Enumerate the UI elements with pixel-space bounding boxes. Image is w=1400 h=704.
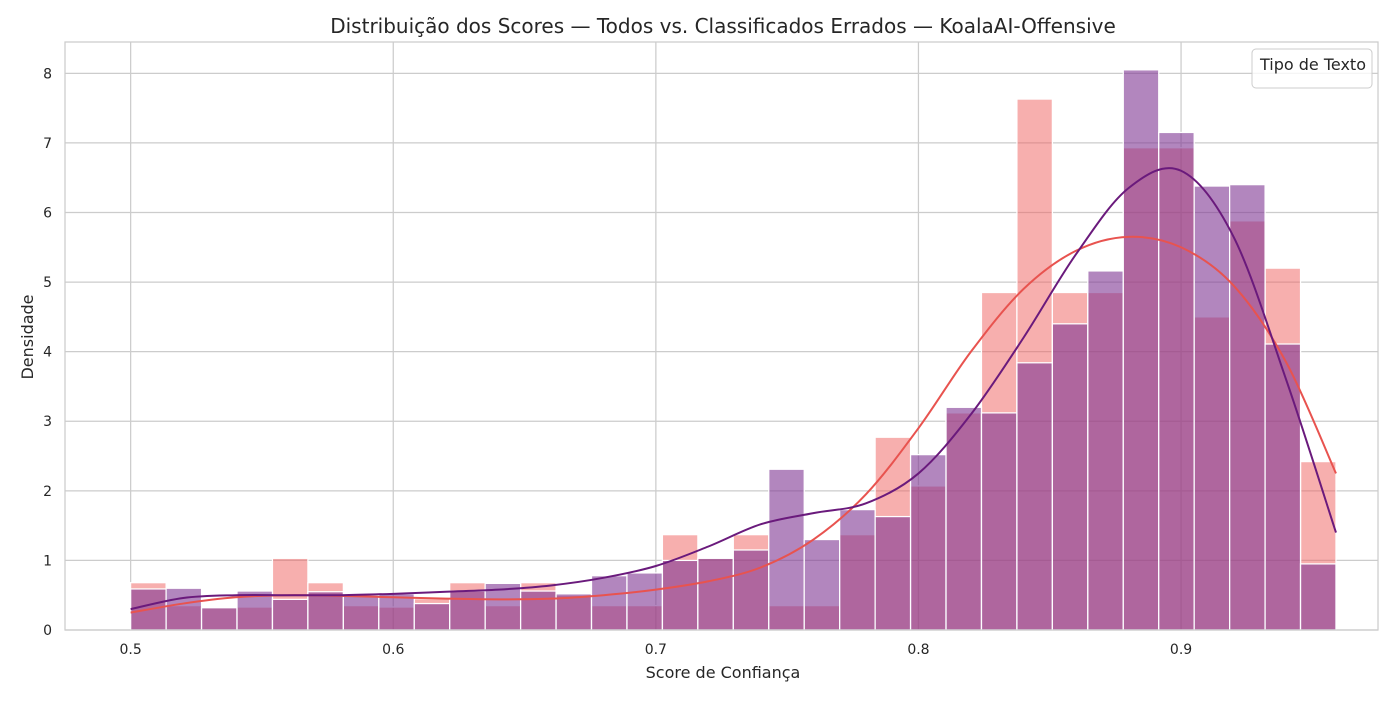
y-tick-label: 6 — [43, 205, 52, 221]
y-tick-label: 2 — [43, 484, 52, 500]
x-axis-ticks: 0.5 0.6 0.7 0.8 0.9 — [120, 642, 1193, 658]
legend: Tipo de Texto — [1251, 48, 1373, 89]
kde-curves — [130, 167, 1337, 614]
y-tick-label: 7 — [43, 136, 52, 152]
histogram-bar-series-2 — [519, 590, 557, 631]
histogram-bar-series-2 — [449, 590, 486, 631]
histogram-bar-series-2 — [697, 557, 734, 631]
y-tick-label: 1 — [43, 553, 52, 569]
histogram-bar-series-2 — [1264, 343, 1302, 631]
x-tick-label: 0.9 — [1170, 642, 1192, 658]
histogram-bar-series-2 — [945, 406, 983, 631]
x-tick-label: 0.7 — [645, 642, 667, 658]
histogram-bar-series-2 — [555, 593, 593, 631]
legend-title: Tipo de Texto — [1259, 55, 1366, 74]
plot-frame — [64, 41, 1379, 631]
histogram-bar-series-2 — [165, 587, 203, 631]
histogram-bar-series-2 — [1122, 69, 1160, 631]
histogram-bar-series-2 — [1299, 563, 1337, 631]
y-tick-label: 8 — [43, 66, 52, 82]
histogram-bar-series-2 — [1158, 131, 1195, 631]
histogram-bar-series-2 — [1193, 185, 1231, 631]
histogram-bar-series-2 — [307, 591, 344, 631]
histogram-bar-series-2 — [342, 594, 380, 631]
histogram-bar-series-2 — [909, 454, 947, 631]
histogram-bars — [130, 69, 1337, 631]
histogram-bar-series-2 — [1229, 184, 1266, 631]
histogram-bar-series-2 — [1016, 362, 1054, 631]
histogram-bar-series-2 — [626, 572, 664, 631]
y-axis-ticks: 0 1 2 3 4 5 6 7 8 — [43, 66, 52, 639]
legend-box — [1251, 48, 1373, 89]
histogram-bar-series-2 — [1087, 270, 1124, 631]
y-tick-label: 0 — [43, 623, 52, 639]
x-tick-label: 0.8 — [907, 642, 929, 658]
y-axis-label: Densidade — [18, 294, 37, 379]
y-tick-label: 5 — [43, 275, 52, 291]
histogram-bar-series-2 — [839, 508, 876, 631]
chart-title: Distribuição dos Scores — Todos vs. Clas… — [330, 14, 1116, 38]
x-axis-label: Score de Confiança — [646, 663, 801, 682]
y-tick-label: 4 — [43, 345, 52, 361]
kde-line-series-2 — [130, 167, 1337, 611]
y-tick-label: 3 — [43, 414, 52, 430]
histogram-bar-series-2 — [200, 607, 238, 631]
histogram-bar-series-2 — [803, 538, 841, 631]
histogram-bar-series-2 — [661, 559, 699, 631]
histogram-bar-series-2 — [732, 549, 770, 631]
x-tick-label: 0.6 — [382, 642, 404, 658]
histogram-bar-series-2 — [413, 602, 451, 631]
histogram-bar-series-2 — [590, 575, 628, 631]
histogram-bar-series-2 — [874, 515, 912, 631]
histogram-bar-series-2 — [271, 598, 309, 631]
histogram-bar-series-2 — [980, 412, 1018, 631]
x-tick-label: 0.5 — [120, 642, 142, 658]
histogram-bar-series-2 — [378, 593, 415, 631]
histogram-bar-series-2 — [1051, 323, 1089, 631]
